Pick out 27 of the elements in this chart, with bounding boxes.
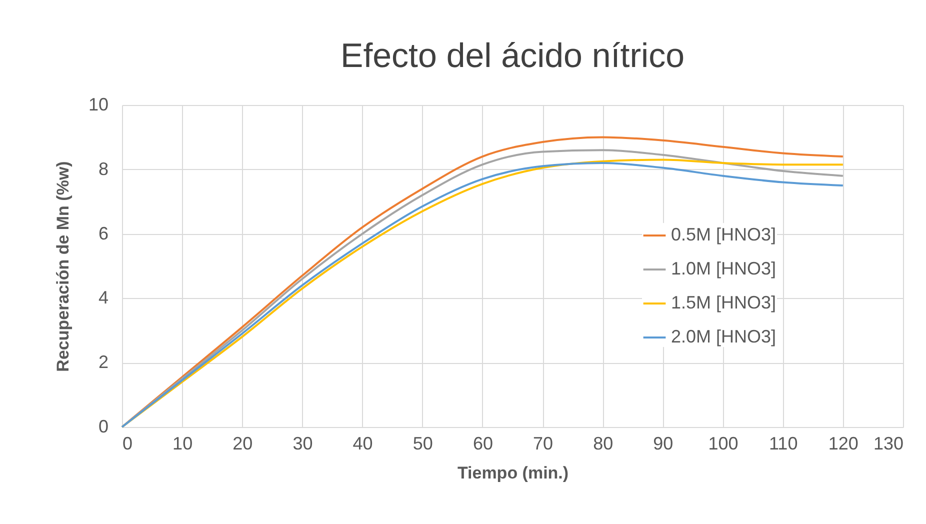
x-tick-label: 80 — [593, 434, 614, 454]
x-tick-label: 20 — [232, 434, 253, 454]
x-tick-label: 100 — [708, 434, 738, 454]
x-tick-label: 70 — [533, 434, 554, 454]
x-tick-label: 50 — [412, 434, 433, 454]
x-tick-label: 60 — [472, 434, 493, 454]
legend-label: 1.5M [HNO3] — [671, 292, 776, 312]
y-tick-label: 2 — [98, 352, 108, 372]
chart-title: Efecto del ácido nítrico — [340, 37, 684, 75]
y-tick-label: 8 — [98, 158, 108, 179]
legend-label: 1.0M [HNO3] — [671, 258, 776, 278]
y-tick-label: 0 — [98, 416, 108, 436]
x-tick-label: 110 — [768, 434, 798, 454]
y-tick-label: 4 — [98, 288, 108, 308]
y-axis-title: Recuperación de Mn (%w) — [53, 161, 72, 372]
legend-label: 0.5M [HNO3] — [671, 224, 776, 244]
legend-label: 2.0M [HNO3] — [671, 326, 776, 346]
x-tick-label: 130 — [873, 434, 904, 454]
x-tick-label: 10 — [172, 434, 193, 454]
x-tick-label: 90 — [653, 434, 674, 454]
x-tick-label: 120 — [828, 434, 858, 454]
y-tick-label: 10 — [88, 94, 108, 114]
y-tick-label: 6 — [98, 223, 108, 244]
x-tick-label: 30 — [292, 434, 313, 454]
x-axis-title: Tiempo (min.) — [457, 464, 569, 482]
x-tick-label: 0 — [122, 434, 133, 454]
x-tick-label: 40 — [352, 434, 373, 454]
